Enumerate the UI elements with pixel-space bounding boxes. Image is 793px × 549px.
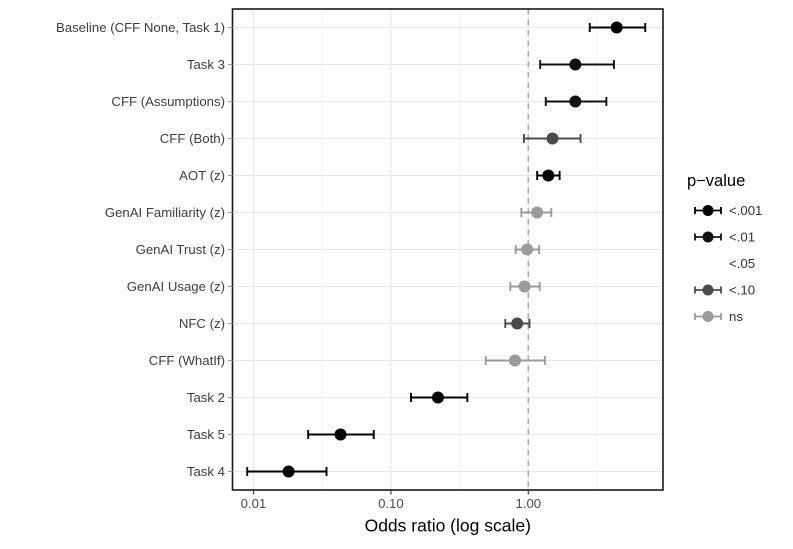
legend-title: p−value	[687, 172, 745, 190]
legend-label: <.001	[729, 203, 762, 218]
y-axis-label: Task 5	[187, 427, 225, 442]
point-dot	[531, 206, 544, 219]
y-axis-label: Task 2	[187, 390, 225, 405]
point-dot	[569, 58, 582, 71]
x-tick-label: 0.01	[241, 496, 267, 511]
x-tick-label: 0.10	[378, 496, 404, 511]
point-dot	[511, 317, 524, 330]
y-axis-label: CFF (Assumptions)	[111, 94, 225, 109]
legend-label: ns	[729, 309, 743, 324]
y-axis-label: NFC (z)	[179, 316, 225, 331]
x-tick-label: 1.00	[515, 496, 541, 511]
y-axis-label: Task 3	[187, 57, 225, 72]
y-axis-label: CFF (Both)	[160, 131, 225, 146]
legend-label: <.01	[729, 230, 755, 245]
y-axis-label: GenAI Trust (z)	[136, 242, 225, 257]
x-axis-title: Odds ratio (log scale)	[365, 516, 531, 536]
y-axis-label: Baseline (CFF None, Task 1)	[56, 20, 225, 35]
legend-key-dot	[702, 284, 714, 296]
y-axis-label: Task 4	[187, 464, 225, 479]
y-axis-label: GenAI Usage (z)	[127, 279, 225, 294]
legend-key-dot	[702, 311, 714, 322]
point-dot	[521, 243, 534, 256]
point-dot	[282, 465, 295, 478]
point-dot	[431, 391, 444, 404]
point-dot	[518, 280, 531, 293]
point-dot	[610, 21, 623, 34]
y-axis-label: CFF (WhatIf)	[149, 353, 225, 368]
point-dot	[542, 169, 555, 182]
point-dot	[546, 132, 559, 145]
legend-label: <.05	[729, 256, 755, 271]
y-axis-label: AOT (z)	[179, 168, 225, 183]
point-dot	[508, 354, 521, 367]
legend-key-dot	[702, 231, 714, 243]
point-dot	[334, 428, 347, 441]
point-dot	[569, 95, 582, 108]
legend-key-dot	[702, 205, 714, 216]
legend-label: <.10	[729, 283, 755, 298]
y-axis-label: GenAI Familiarity (z)	[105, 205, 225, 220]
